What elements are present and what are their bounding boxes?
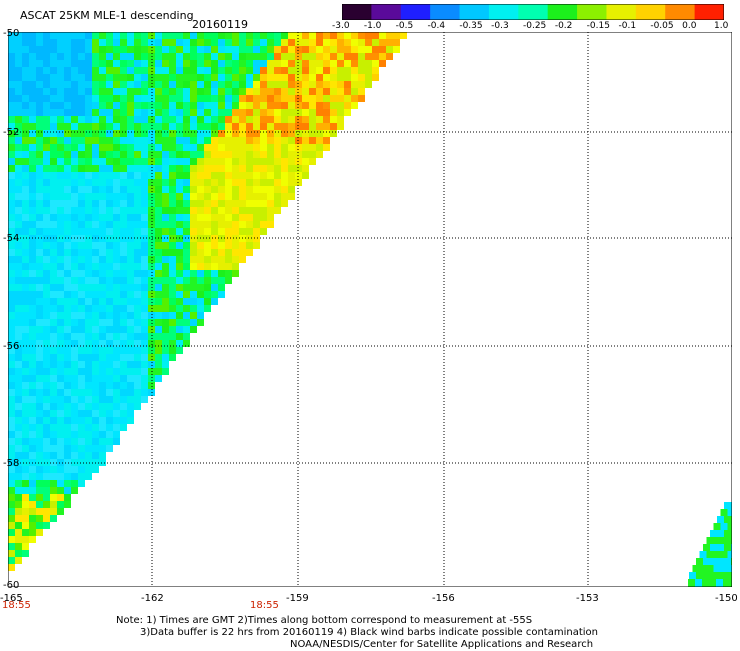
- lon-label: -159: [286, 593, 309, 604]
- time-label: 18:55: [2, 600, 31, 611]
- lon-label: -162: [141, 593, 164, 604]
- gridlines: [8, 32, 732, 587]
- lon-label: -153: [576, 593, 599, 604]
- colorbar-tick-label: -0.4: [427, 21, 446, 31]
- lon-label: -156: [432, 593, 455, 604]
- lat-label: -60: [3, 580, 20, 591]
- colorbar-tick-label: -0.5: [395, 21, 414, 31]
- colorbar-swatch: [430, 4, 461, 20]
- time-label: 18:55: [250, 600, 279, 611]
- colorbar-swatch: [577, 4, 607, 20]
- product-date: 20160119: [192, 18, 248, 31]
- lon-label: -165: [0, 593, 23, 604]
- colorbar-swatch: [635, 4, 666, 20]
- lat-label: -56: [3, 341, 20, 352]
- note-line: 3)Data buffer is 22 hrs from 20160119 4)…: [140, 627, 598, 638]
- colorbar-tick-label: -1.0: [363, 21, 382, 31]
- colorbar-tick-label: -0.3: [491, 21, 509, 31]
- colorbar-swatch: [371, 4, 402, 20]
- colorbar-tick-label: -3.0: [332, 21, 350, 31]
- colorbar-swatch: [547, 4, 578, 20]
- lat-label: -54: [3, 233, 20, 244]
- colorbar-swatch: [488, 4, 519, 20]
- colorbar-tick-label: 0.0: [682, 21, 697, 31]
- lat-label: -58: [3, 458, 20, 469]
- colorbar-tick-label: -0.35: [459, 21, 483, 31]
- colorbar-tick-label: -0.1: [618, 21, 637, 31]
- colorbar-swatch: [606, 4, 637, 20]
- colorbar-tick-label: -0.2: [554, 21, 573, 31]
- note-line: NOAA/NESDIS/Center for Satellite Applica…: [290, 639, 594, 650]
- note-line: Note: 1) Times are GMT 2)Times along bot…: [116, 615, 533, 626]
- wind-map: [8, 32, 732, 587]
- colorbar-tick-label: 1.0: [714, 21, 729, 31]
- colorbar-swatch: [400, 4, 431, 20]
- colorbar-swatch: [518, 4, 549, 20]
- colorbar-swatch: [694, 4, 724, 20]
- lat-label: -52: [3, 127, 20, 138]
- colorbar-swatch: [665, 4, 696, 20]
- colorbar-swatch: [459, 4, 490, 20]
- product-title: ASCAT 25KM MLE-1 descending: [20, 9, 194, 22]
- colorbar-tick-label: -0.25: [523, 21, 547, 31]
- lat-label: -50: [3, 28, 20, 39]
- colorbar-swatch: [342, 4, 372, 20]
- swath-data: [8, 32, 732, 587]
- colorbar-tick-label: -0.15: [586, 21, 610, 31]
- colorbar: [342, 4, 724, 20]
- lon-label: -150: [715, 593, 738, 604]
- colorbar-tick-label: -0.05: [650, 21, 674, 31]
